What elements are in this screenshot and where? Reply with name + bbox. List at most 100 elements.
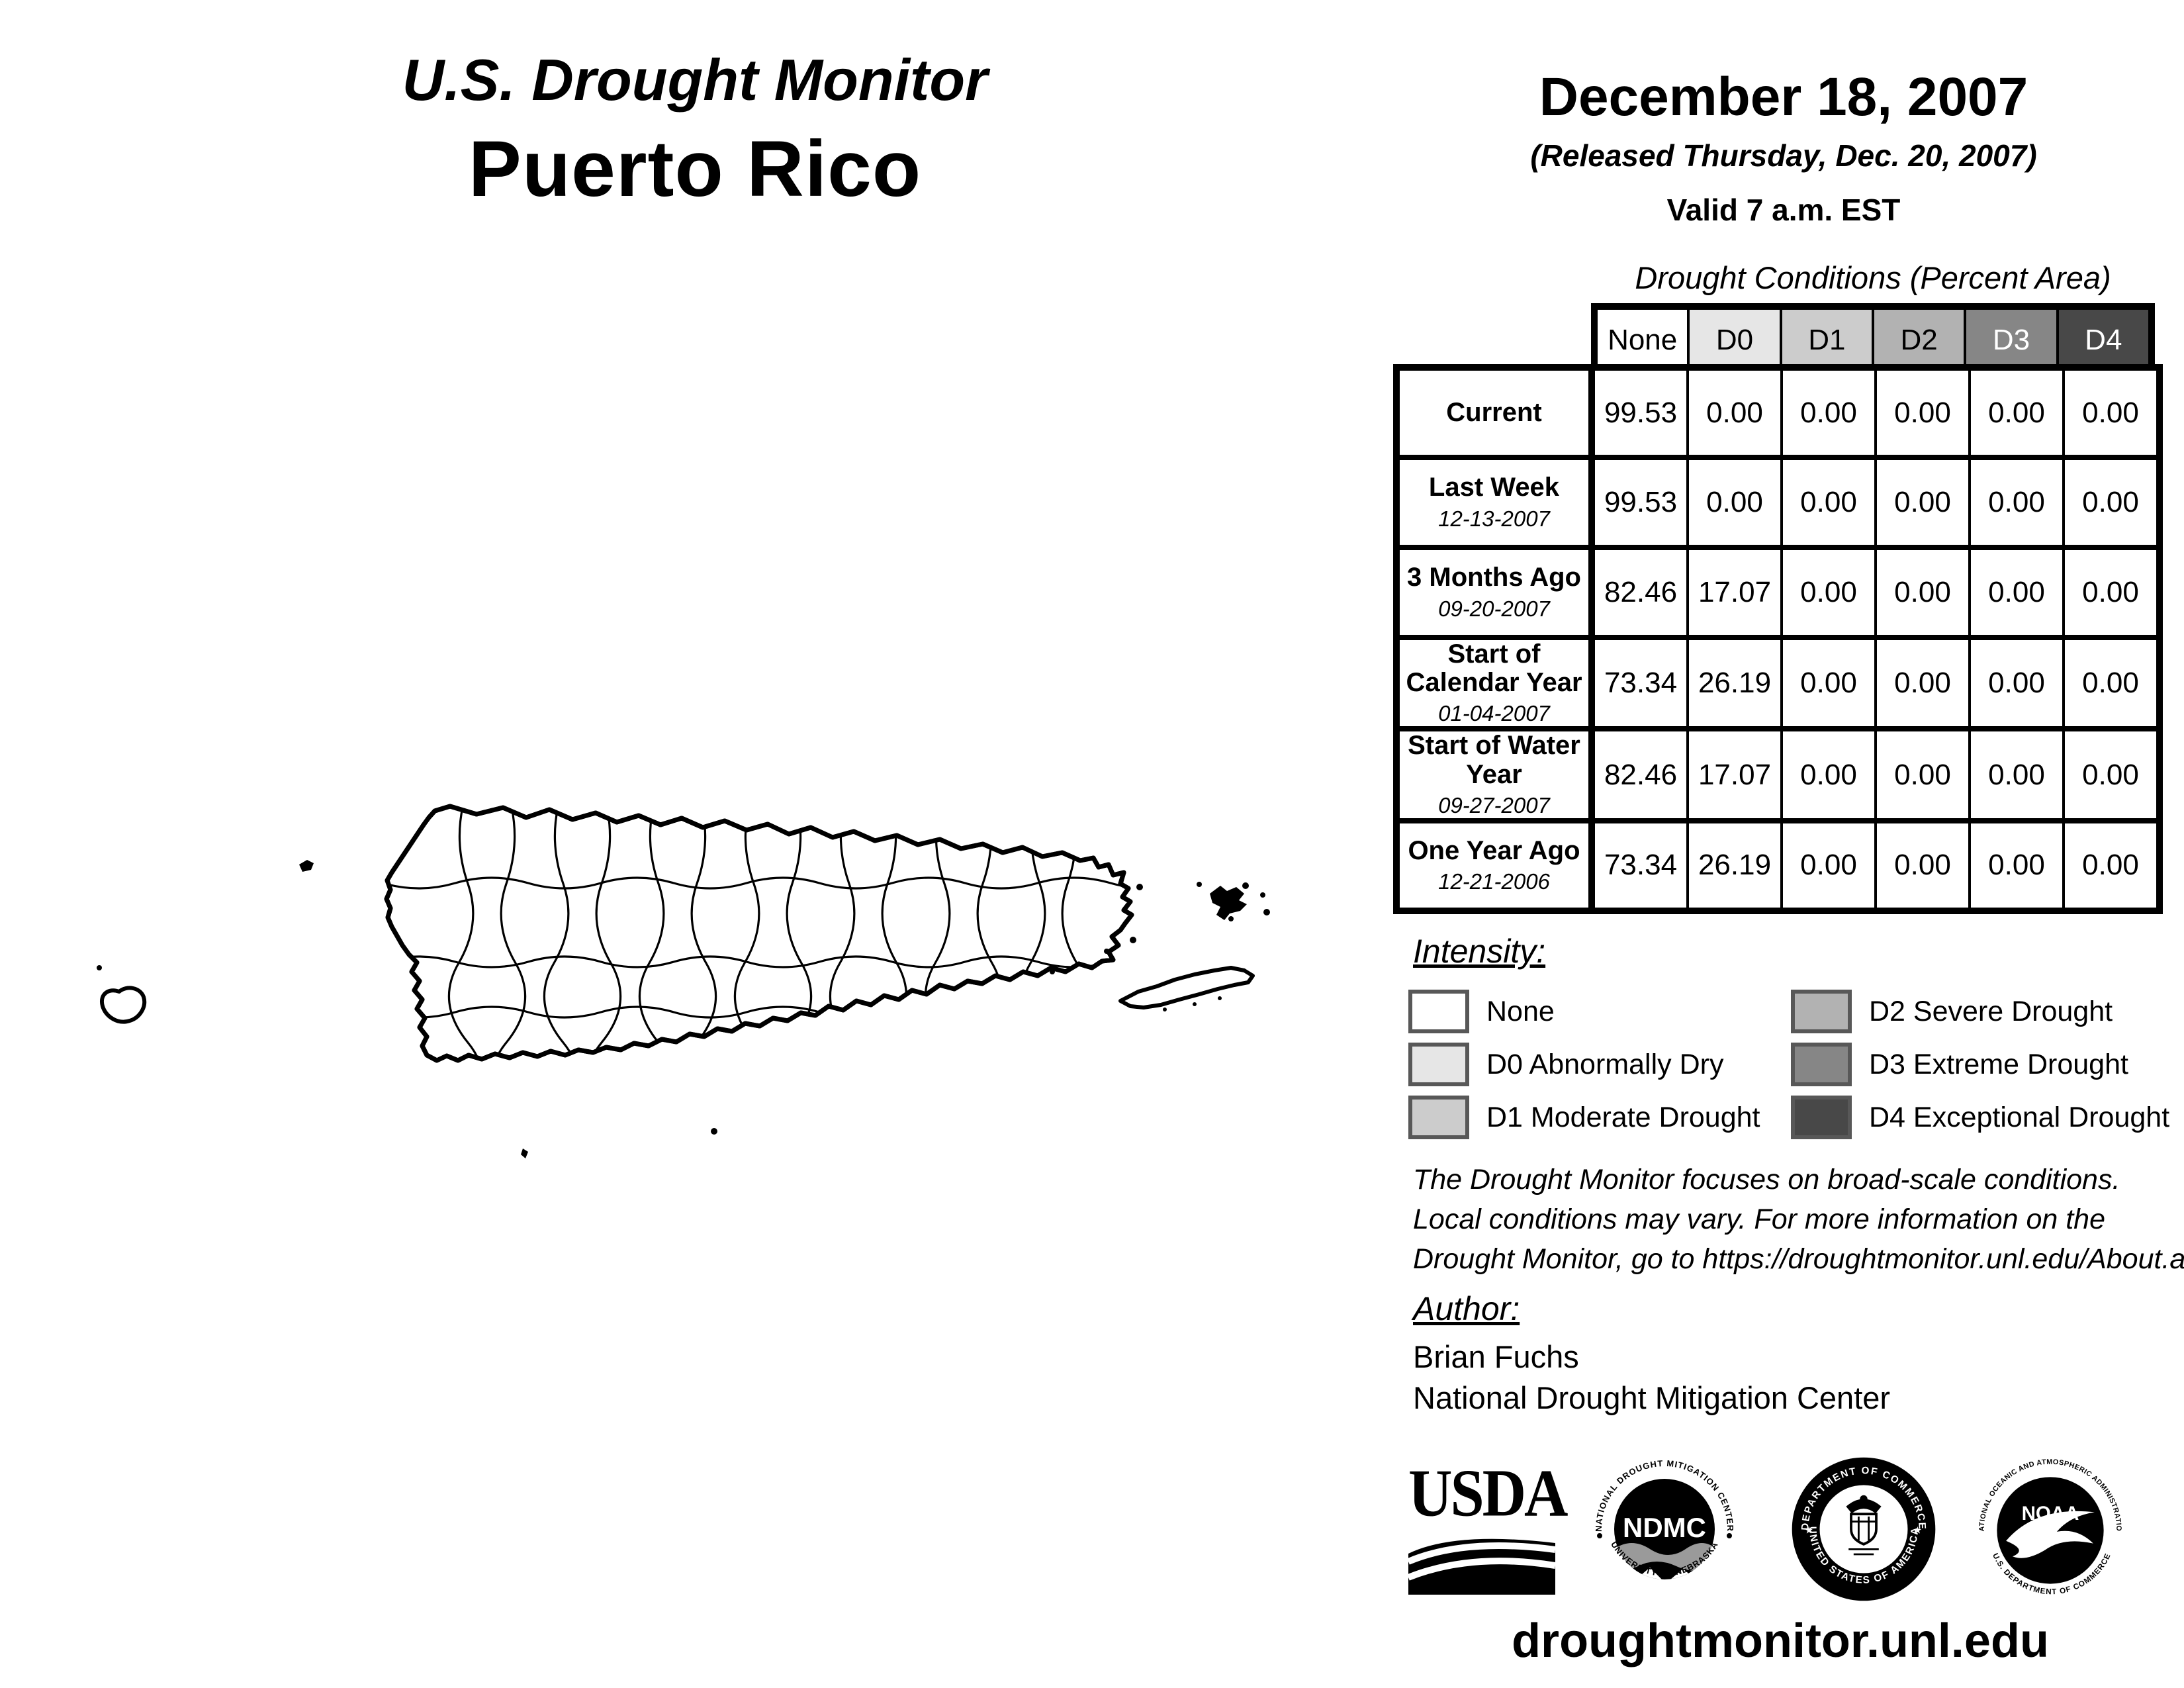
table-cell: 73.34 — [1590, 818, 1689, 914]
legend-item: D2 Severe Drought — [1791, 985, 2169, 1038]
row-header-cell: Start of Calendar Year 01-04-2007 — [1395, 634, 1595, 732]
legend-item: D1 Moderate Drought — [1408, 1091, 1760, 1144]
table-cell: 0.00 — [1968, 455, 2065, 550]
table-cell: 0.00 — [1780, 365, 1877, 460]
legend-label: D0 Abnormally Dry — [1486, 1048, 1724, 1080]
legend-heading: Intensity: — [1413, 933, 1546, 970]
table-row: One Year Ago 12-21-2006 73.34 26.19 0.00… — [1395, 818, 2161, 914]
legend-item: None — [1408, 985, 1760, 1038]
table-cell: 99.53 — [1590, 365, 1689, 460]
south-islet — [521, 1149, 528, 1158]
table-cell: 0.00 — [1780, 545, 1877, 640]
culebra-islet — [1260, 892, 1265, 898]
puerto-rico-map — [97, 804, 1270, 1158]
table-cell: 0.00 — [2062, 545, 2161, 640]
table-title: Drought Conditions (Percent Area) — [1635, 260, 2111, 295]
table-cell: 0.00 — [1968, 365, 2065, 460]
legend-label: D4 Exceptional Drought — [1869, 1101, 2170, 1133]
row-header-cell: One Year Ago 12-21-2006 — [1395, 818, 1595, 914]
row-date: 09-20-2007 — [1438, 596, 1550, 621]
row-header-cell: Current — [1395, 365, 1595, 460]
table-cell: 26.19 — [1686, 818, 1783, 914]
row-date: 09-27-2007 — [1438, 792, 1550, 818]
table-cell: 0.00 — [1874, 634, 1971, 732]
culebra-islet — [1263, 909, 1270, 915]
legend-swatch — [1791, 990, 1852, 1033]
table-cell: 0.00 — [2062, 365, 2161, 460]
east-islet — [1104, 949, 1109, 954]
table-cell: 0.00 — [1780, 818, 1877, 914]
legend-swatch — [1791, 1096, 1852, 1139]
row-date: 12-13-2007 — [1438, 506, 1550, 531]
table-cell: 0.00 — [1780, 634, 1877, 732]
disclaimer: The Drought Monitor focuses on broad-sca… — [1413, 1160, 2184, 1279]
table-row: Start of Water Year 09-27-2007 82.46 17.… — [1395, 726, 2161, 823]
table-cell: 0.00 — [1874, 365, 1971, 460]
doc-eagle-icon — [1846, 1499, 1882, 1514]
table-cell: 0.00 — [1874, 726, 1971, 823]
row-date: 01-04-2007 — [1438, 701, 1550, 726]
valid-note: Valid 7 a.m. EST — [1666, 193, 1901, 227]
table-cell: 26.19 — [1686, 634, 1783, 732]
caja-de-muertos-islet — [711, 1128, 717, 1135]
vieques-islet — [1163, 1008, 1167, 1011]
main-island-outline — [384, 804, 1134, 1063]
culebra-islet — [1242, 882, 1249, 889]
table-cell: 0.00 — [2062, 455, 2161, 550]
culebra-islet — [1197, 882, 1202, 887]
desecheo-island — [299, 860, 314, 872]
legend-label: D1 Moderate Drought — [1486, 1101, 1760, 1133]
ndmc-logo: NDMC NATIONAL DROUGHT MITIGATION CENTER … — [1585, 1450, 1744, 1612]
row-label: Start of Water Year — [1408, 731, 1580, 789]
conditions-table: Current 99.53 0.00 0.00 0.00 0.00 0.00 L… — [1393, 364, 2163, 914]
legend-label: D3 Extreme Drought — [1869, 1048, 2128, 1080]
column-header: D4 — [2056, 310, 2148, 371]
table-cell: 0.00 — [1780, 455, 1877, 550]
table-cell: 0.00 — [1874, 818, 1971, 914]
table-cell: 0.00 — [1686, 365, 1783, 460]
table-cell: 0.00 — [1874, 545, 1971, 640]
conditions-table-header: None D0 D1 D2 D3 D4 — [1591, 303, 2155, 371]
usda-logo: USDA — [1408, 1459, 1568, 1595]
table-cell: 82.46 — [1590, 726, 1689, 823]
table-cell: 0.00 — [2062, 726, 2161, 823]
main-island-coastline — [384, 804, 1134, 1063]
noaa-seal-icon: NOAA NATIONAL OCEANIC AND ATMOSPHERIC AD… — [1970, 1445, 2122, 1596]
row-date: 12-21-2006 — [1438, 868, 1550, 894]
mona-island — [99, 986, 147, 1024]
disclaimer-line: The Drought Monitor focuses on broad-sca… — [1413, 1164, 2120, 1196]
table-cell: 0.00 — [2062, 634, 2161, 732]
legend-item: D0 Abnormally Dry — [1408, 1038, 1760, 1091]
column-header: D0 — [1687, 310, 1780, 371]
disclaimer-line: Local conditions may vary. For more info… — [1413, 1203, 2106, 1235]
row-header-cell: Start of Water Year 09-27-2007 — [1395, 726, 1595, 823]
culebra-islet — [1228, 916, 1234, 921]
conditions-table-body: Current 99.53 0.00 0.00 0.00 0.00 0.00 L… — [1395, 365, 2161, 914]
row-label: 3 Months Ago — [1407, 563, 1581, 592]
author-name: Brian Fuchs — [1413, 1339, 1579, 1374]
noaa-wordmark: NOAA — [2022, 1503, 2079, 1524]
table-cell: 0.00 — [1780, 726, 1877, 823]
table-cell: 0.00 — [2062, 818, 2161, 914]
usda-swoosh-icon — [1408, 1539, 1555, 1595]
table-cell: 0.00 — [1968, 545, 2065, 640]
table-cell: 99.53 — [1590, 455, 1689, 550]
vieques-islet — [1218, 996, 1222, 1000]
doc-star-right: ★ — [1913, 1526, 1922, 1536]
report-date: December 18, 2007 — [1539, 67, 2028, 127]
footer-url: droughtmonitor.unl.edu — [1512, 1615, 2049, 1667]
column-header: D1 — [1779, 310, 1872, 371]
author-heading: Author: — [1413, 1290, 1520, 1327]
disclaimer-line: Drought Monitor, go to https://droughtmo… — [1413, 1243, 2184, 1275]
legend-item: D3 Extreme Drought — [1791, 1038, 2169, 1091]
row-label: One Year Ago — [1408, 835, 1580, 865]
table-cell: 17.07 — [1686, 726, 1783, 823]
report-title: U.S. Drought Monitor — [402, 47, 988, 113]
row-label: Last Week — [1428, 473, 1560, 502]
noaa-bird-icon — [2006, 1511, 2095, 1558]
row-header-cell: Last Week 12-13-2007 — [1395, 455, 1595, 550]
table-row: Start of Calendar Year 01-04-2007 73.34 … — [1395, 634, 2161, 732]
row-label: Current — [1446, 397, 1542, 427]
table-row: 3 Months Ago 09-20-2007 82.46 17.07 0.00… — [1395, 545, 2161, 640]
